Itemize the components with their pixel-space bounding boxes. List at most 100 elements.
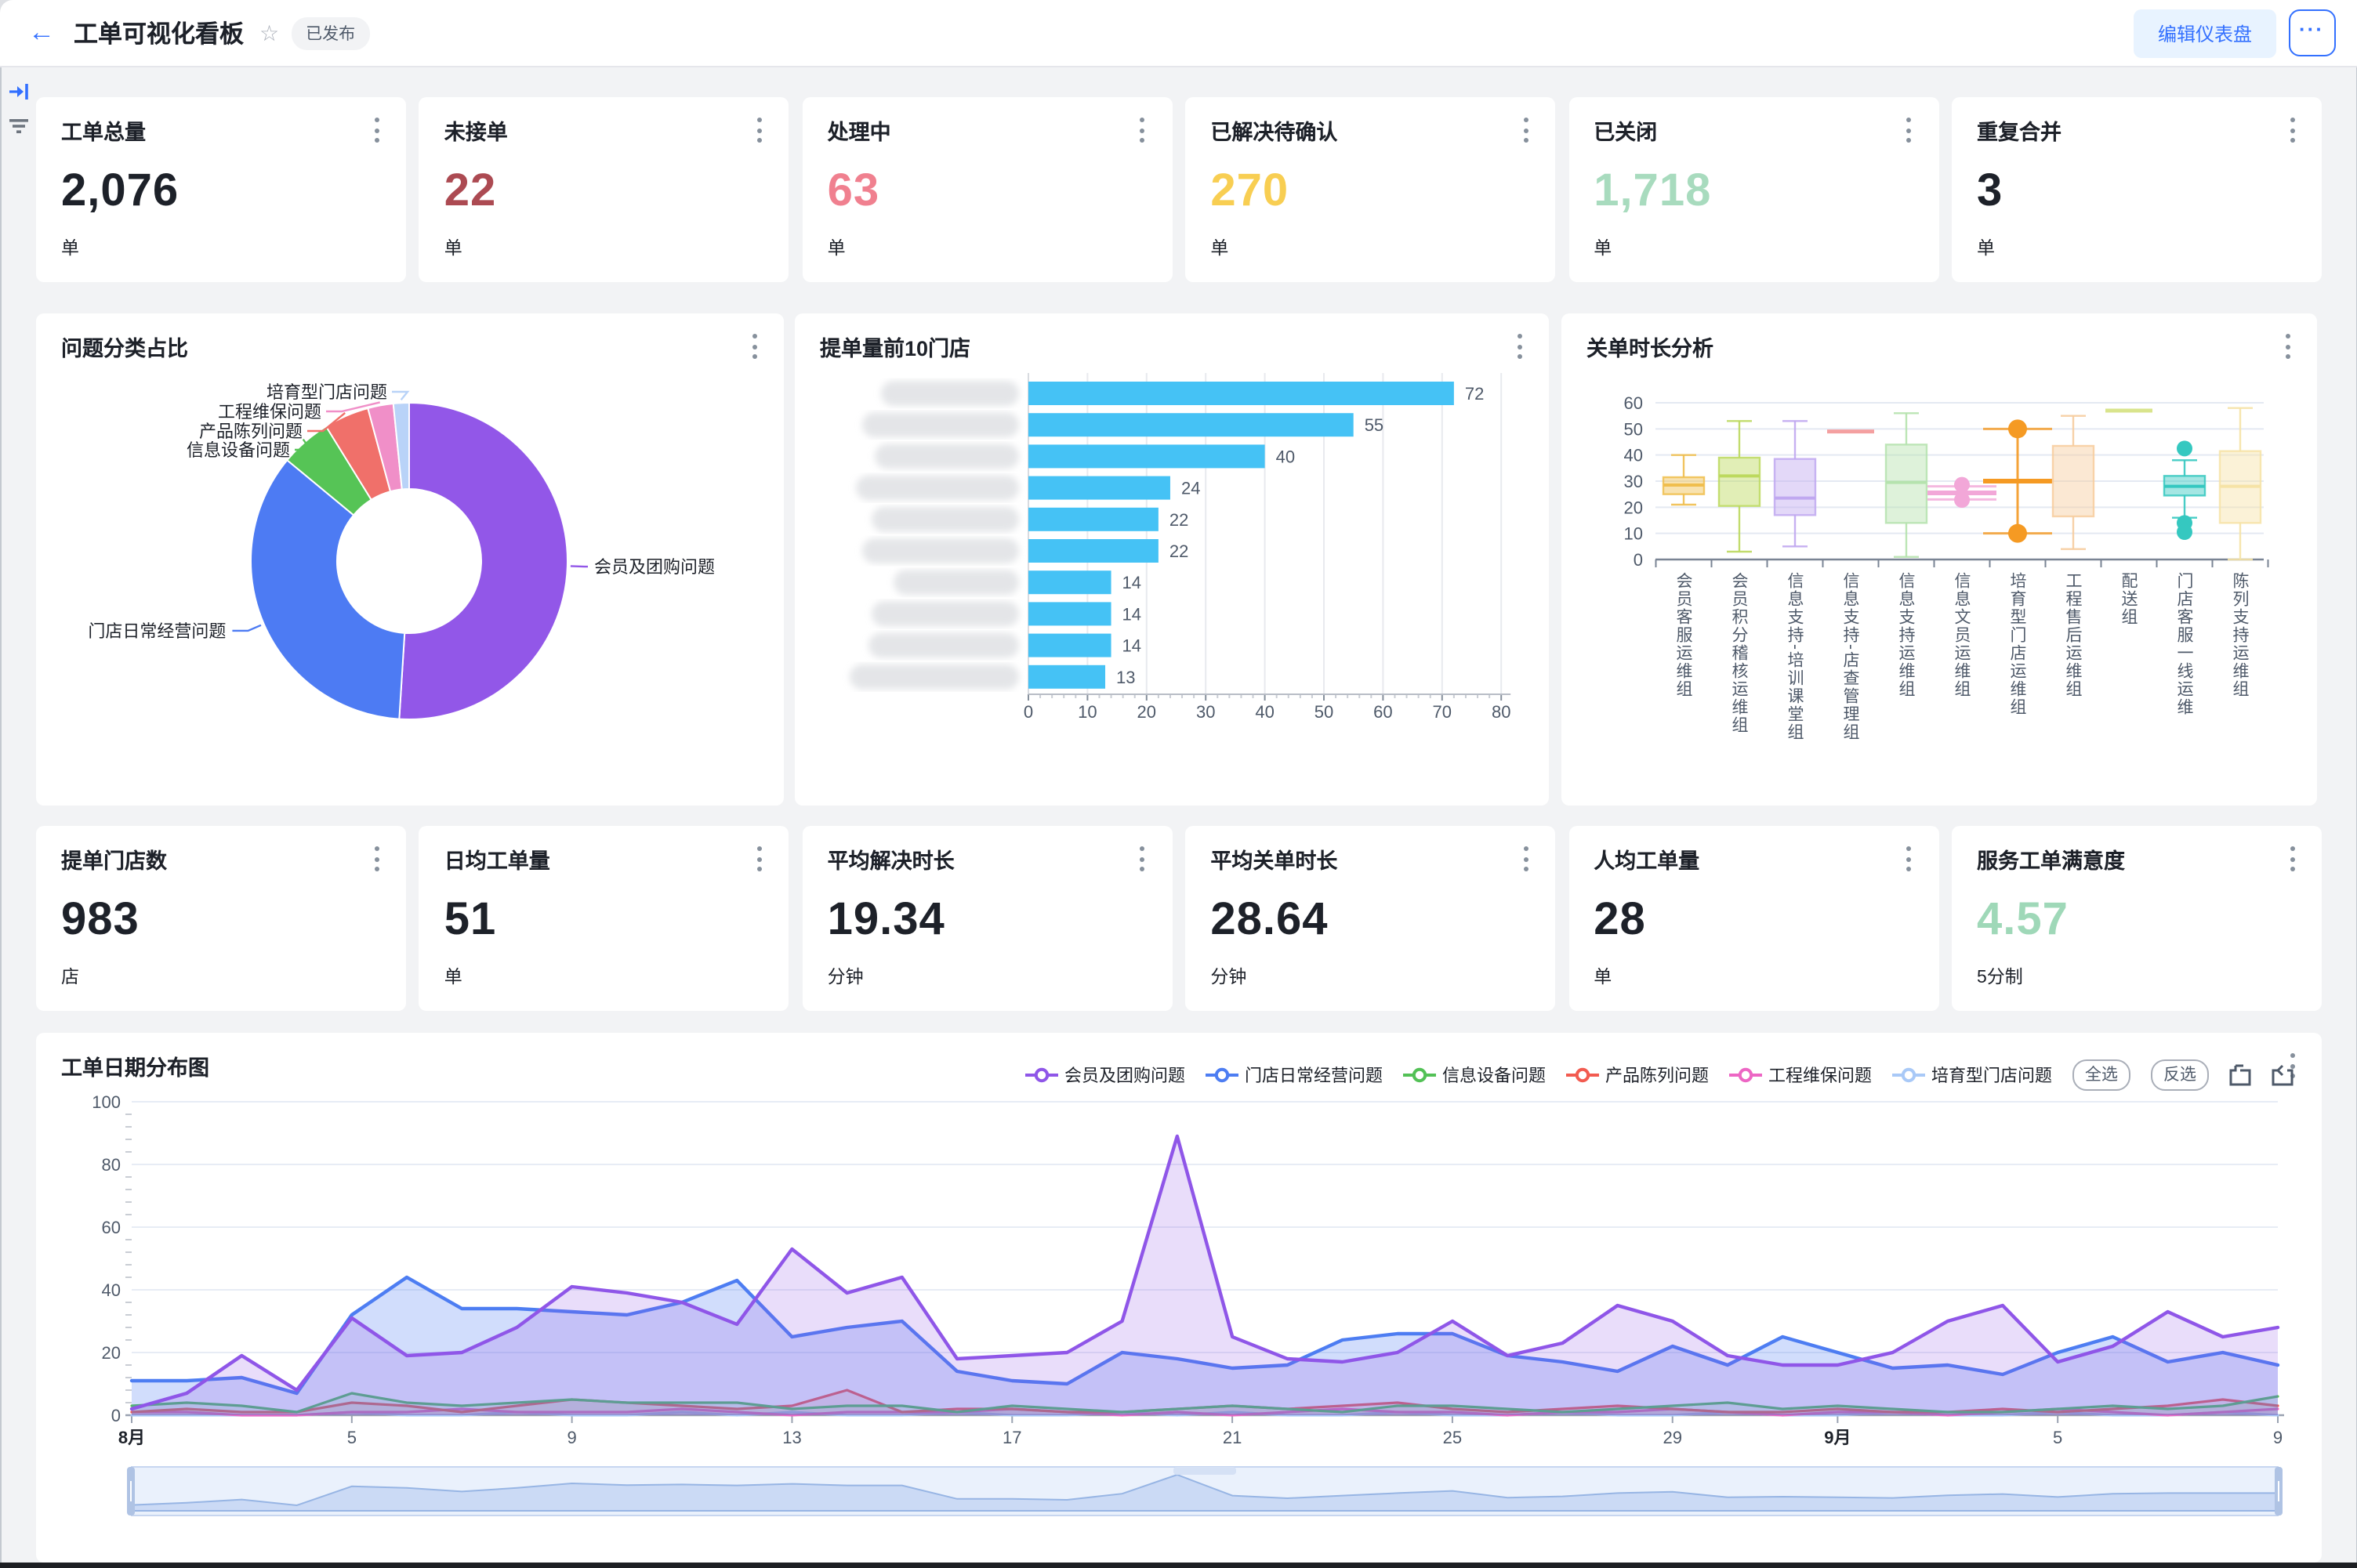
kebab-menu-icon[interactable] — [2281, 845, 2303, 873]
series-line-2[interactable] — [130, 1392, 2279, 1414]
datazoom-icon[interactable] — [2229, 1064, 2251, 1086]
donut-slice-1[interactable] — [250, 458, 406, 720]
panel-collapse-icon[interactable] — [8, 81, 30, 102]
redacted-store-name — [862, 412, 1019, 438]
kebab-menu-icon[interactable] — [365, 116, 387, 144]
kebab-menu-icon[interactable] — [1132, 845, 1154, 873]
redacted-store-name — [875, 444, 1019, 469]
edit-dashboard-button[interactable]: 编辑仪表盘 — [2134, 9, 2275, 57]
kpi-unit: 店 — [61, 969, 79, 987]
legend-line-icon — [1729, 1067, 1762, 1083]
legend-label: 门店日常经营问题 — [1245, 1067, 1383, 1086]
bar-store-1[interactable] — [1028, 413, 1354, 437]
bar-store-8[interactable] — [1028, 633, 1111, 657]
legend-item-5[interactable]: 培育型门店问题 — [1892, 1063, 2052, 1088]
kpi-unit: 单 — [1594, 240, 1612, 259]
kebab-menu-icon[interactable] — [1508, 332, 1530, 360]
box-series-4[interactable] — [1884, 412, 1928, 558]
legend-line-icon — [1206, 1067, 1238, 1083]
timeline-x-tick: 21 — [1223, 1428, 1242, 1447]
redacted-store-name — [872, 506, 1019, 532]
datazoom-grip[interactable] — [1173, 1467, 1236, 1475]
box-outlier — [2008, 419, 2027, 439]
timeline-x-tick: 9 — [567, 1428, 577, 1447]
restore-icon[interactable] — [2272, 1064, 2294, 1086]
kebab-menu-icon[interactable] — [1898, 116, 1920, 144]
box-series-9[interactable] — [2163, 440, 2207, 540]
legend-item-0[interactable]: 会员及团购问题 — [1025, 1063, 1185, 1088]
back-icon[interactable]: ← — [28, 17, 55, 47]
kpi-unit: 单 — [1977, 240, 1995, 259]
bar-store-6[interactable] — [1028, 570, 1111, 595]
card-title: 问题分类占比 — [61, 337, 188, 360]
kebab-menu-icon[interactable] — [749, 845, 771, 873]
timeline-y-tick: 0 — [111, 1406, 121, 1425]
kebab-menu-icon[interactable] — [1898, 845, 1920, 873]
kebab-menu-icon[interactable] — [1132, 116, 1154, 144]
series-line-1[interactable] — [129, 1275, 2280, 1396]
header-actions: 编辑仪表盘 ··· — [2134, 9, 2335, 57]
kebab-menu-icon[interactable] — [2281, 116, 2303, 144]
bar-store-2[interactable] — [1028, 444, 1265, 469]
bar-value-label: 55 — [1365, 415, 1383, 435]
legend-invert-button[interactable]: 反选 — [2151, 1059, 2209, 1091]
box-series-10[interactable] — [2218, 407, 2262, 561]
kpi-unit: 分钟 — [1210, 969, 1247, 987]
box-category-label: 会员客服运维组 — [1674, 572, 1693, 698]
redacted-store-name — [881, 381, 1019, 406]
legend-label: 信息设备问题 — [1442, 1067, 1546, 1086]
donut-slice-0[interactable] — [398, 401, 568, 720]
redacted-store-name — [894, 570, 1019, 596]
bar-store-4[interactable] — [1028, 507, 1159, 531]
kpi-top-card-4: 已关闭 1,718 单 — [1568, 97, 1939, 282]
box-category-label: 信息支持-店查管理组 — [1841, 572, 1860, 741]
series-line-0[interactable] — [129, 1134, 2280, 1411]
legend-item-1[interactable]: 门店日常经营问题 — [1206, 1063, 1383, 1088]
legend-label: 工程维保问题 — [1768, 1067, 1872, 1086]
legend-item-3[interactable]: 产品陈列问题 — [1566, 1063, 1709, 1088]
box-series-5[interactable] — [1927, 476, 1996, 508]
kebab-menu-icon[interactable] — [749, 116, 771, 144]
legend-item-2[interactable]: 信息设备问题 — [1403, 1063, 1546, 1088]
bar-value-label: 14 — [1122, 604, 1141, 624]
box-series-6[interactable] — [1983, 419, 2052, 543]
box-series-0[interactable] — [1662, 454, 1706, 506]
star-icon[interactable]: ☆ — [259, 20, 280, 45]
series-line-4[interactable] — [130, 1407, 2279, 1417]
kpi-value: 19.34 — [827, 895, 945, 945]
legend-select-all-button[interactable]: 全选 — [2072, 1059, 2130, 1091]
timeline-x-tick: 29 — [1663, 1428, 1682, 1447]
bar-store-7[interactable] — [1028, 602, 1111, 626]
kpi-value: 3 — [1977, 166, 2003, 216]
more-actions-button[interactable]: ··· — [2288, 9, 2335, 56]
box-outlier — [2177, 524, 2192, 540]
kpi-top-card-3: 已解决待确认 270 单 — [1185, 97, 1556, 282]
box-series-7[interactable] — [2051, 415, 2095, 550]
kpi-title: 人均工单量 — [1594, 849, 1700, 873]
box-series-1[interactable] — [1717, 420, 1761, 553]
redacted-store-name — [872, 601, 1019, 627]
card-date-distribution: 工单日期分布图 会员及团购问题 门店日常经营问题 信息设备问题 产品陈列问题 工程维保问… — [36, 1033, 2322, 1563]
donut-slice-5[interactable] — [392, 401, 410, 491]
kebab-menu-icon[interactable] — [2276, 332, 2298, 360]
kpi-title: 已解决待确认 — [1210, 121, 1338, 144]
card-top10-stores: 提单量前10门店 0 10 20 30 40 50 60 70 80 72 55 40 24 22 22 14… — [795, 313, 1549, 806]
timeline-x-tick: 5 — [347, 1428, 357, 1447]
bar-x-tick: 60 — [1373, 702, 1392, 722]
bar-store-9[interactable] — [1028, 664, 1106, 689]
bar-store-3[interactable] — [1028, 476, 1170, 500]
kebab-menu-icon[interactable] — [1514, 845, 1536, 873]
kebab-menu-icon[interactable] — [743, 332, 765, 360]
box-series-2[interactable] — [1773, 420, 1817, 548]
kpi-title: 平均解决时长 — [827, 849, 955, 873]
donut-label: 产品陈列问题 — [199, 422, 303, 441]
legend-item-4[interactable]: 工程维保问题 — [1729, 1063, 1872, 1088]
box-category-label: 信息支持运维组 — [1897, 572, 1916, 698]
bar-store-0[interactable] — [1028, 382, 1454, 405]
bar-store-5[interactable] — [1028, 539, 1159, 563]
kebab-menu-icon[interactable] — [1514, 116, 1536, 144]
kpi-unit: 单 — [444, 969, 462, 987]
filter-icon[interactable] — [8, 118, 30, 136]
kebab-menu-icon[interactable] — [365, 845, 387, 873]
